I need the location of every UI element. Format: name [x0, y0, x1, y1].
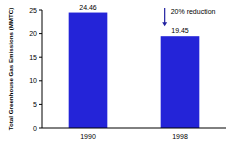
- x-tick-label: 1990: [80, 133, 96, 140]
- annotation-arrow: [164, 8, 165, 24]
- y-tick-label: 20: [29, 30, 37, 37]
- bar: [69, 13, 108, 128]
- y-axis-label: Total Greenhouse Gas Emissions (MMTC): [7, 8, 14, 131]
- x-axis: [42, 128, 226, 129]
- y-axis: [42, 10, 43, 128]
- data-label: 19.45: [171, 27, 189, 34]
- y-tick-label: 15: [29, 54, 37, 61]
- x-tick-label: 1998: [172, 133, 188, 140]
- annotation-arrowhead: [162, 22, 167, 26]
- bar: [161, 36, 200, 128]
- y-tick-label: 5: [33, 101, 37, 108]
- y-tick-label: 0: [33, 125, 37, 132]
- y-tick-label: 10: [29, 77, 37, 84]
- data-label: 24.46: [79, 4, 97, 11]
- bars: [69, 13, 200, 128]
- annotation: 20% reduction: [171, 8, 216, 15]
- y-tick-label: 25: [29, 7, 37, 14]
